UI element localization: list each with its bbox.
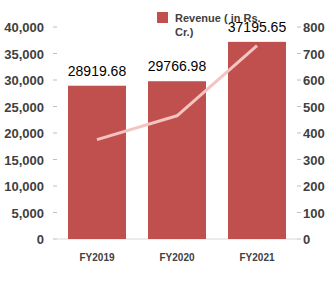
y2-tick <box>297 239 301 240</box>
x-tick-label: FY2021 <box>239 252 274 263</box>
bar <box>148 81 206 239</box>
y-tick-label: 20,000 <box>4 126 44 141</box>
y2-tick-label: 800 <box>303 20 325 35</box>
y-tick-label: 35,000 <box>4 47 44 62</box>
y-tick-label: 15,000 <box>4 153 44 168</box>
y-tick-label: 30,000 <box>4 73 44 88</box>
y-tick <box>53 159 57 160</box>
y-tick <box>53 186 57 187</box>
chart: 0 5,000 10,000 15,000 20,000 25,000 30,000 35,0… <box>0 0 334 286</box>
y-tick-label: 0 <box>37 232 44 247</box>
y2-tick-label: 600 <box>303 73 325 88</box>
y2-tick-label: 200 <box>303 179 325 194</box>
y2-tick-label: 400 <box>303 126 325 141</box>
bar <box>68 86 126 239</box>
y2-tick <box>297 186 301 187</box>
legend-swatch <box>157 12 168 23</box>
bar <box>228 42 286 239</box>
y2-tick <box>297 212 301 213</box>
y2-tick-label: 300 <box>303 153 325 168</box>
x-tick-label: FY2019 <box>79 252 114 263</box>
y2-tick-label: 0 <box>303 232 310 247</box>
y-tick-label: 5,000 <box>11 206 44 221</box>
data-labels: 28919.6829766.9837195.65 <box>68 19 287 79</box>
data-label: 28919.68 <box>68 63 127 79</box>
y-tick <box>53 27 57 28</box>
legend-label: Revenue ( in Rs. Cr.) <box>175 12 264 38</box>
y-tick <box>53 239 57 240</box>
y2-tick <box>297 27 301 28</box>
y2-tick-label: 100 <box>303 206 325 221</box>
y2-tick-label: 700 <box>303 47 325 62</box>
y-tick <box>53 212 57 213</box>
y2-tick <box>297 159 301 160</box>
data-label: 29766.98 <box>148 58 207 74</box>
y2-tick <box>297 106 301 107</box>
plot-area <box>68 42 286 239</box>
y-tick <box>53 53 57 54</box>
y-tick-label: 40,000 <box>4 20 44 35</box>
y-tick <box>53 133 57 134</box>
legend: Revenue ( in Rs. Cr.) <box>157 12 264 38</box>
y-tick <box>53 80 57 81</box>
y-tick-label: 10,000 <box>4 179 44 194</box>
y2-tick <box>297 53 301 54</box>
y-tick-label: 25,000 <box>4 100 44 115</box>
y2-tick-label: 500 <box>303 100 325 115</box>
y2-tick <box>297 133 301 134</box>
line <box>97 46 257 140</box>
y-tick <box>53 106 57 107</box>
x-tick-label: FY2020 <box>159 252 194 263</box>
y2-tick <box>297 80 301 81</box>
